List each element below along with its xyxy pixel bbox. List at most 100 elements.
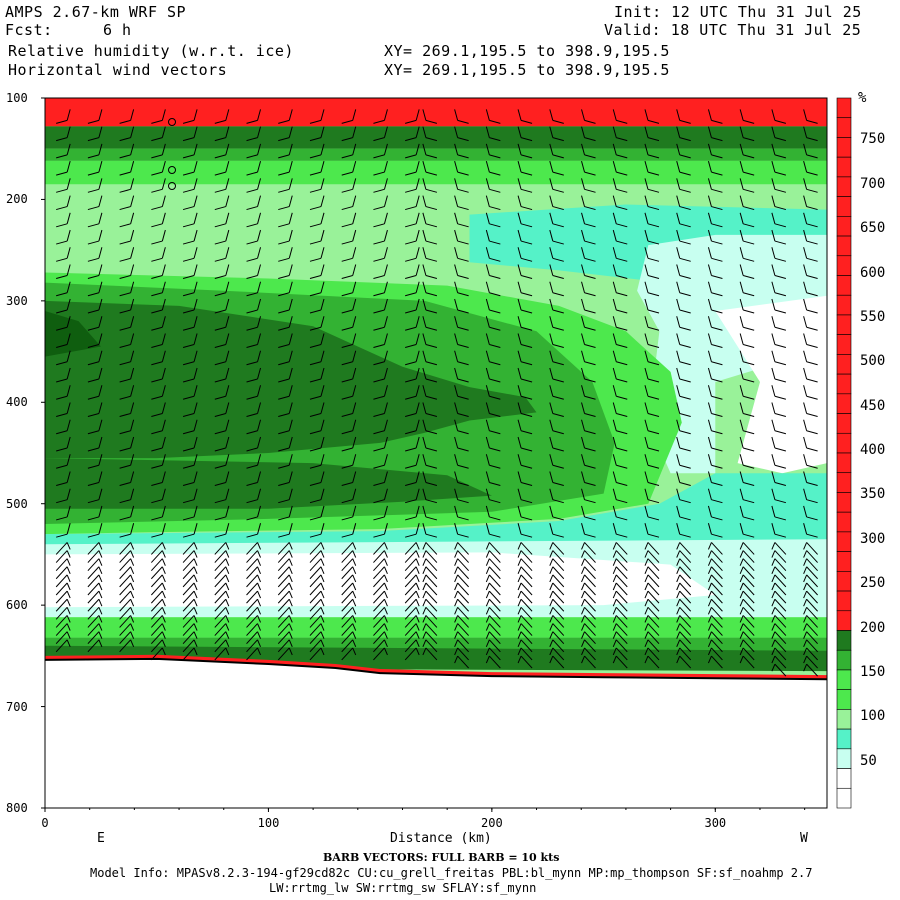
wind-barb — [581, 247, 596, 262]
wind-barb-feather — [803, 419, 808, 431]
wind-barb-shaft — [405, 413, 417, 417]
wind-barb-feather — [707, 350, 712, 362]
wind-barb — [151, 109, 166, 124]
wind-barb — [182, 505, 198, 521]
wind-barb-feather — [612, 574, 617, 583]
wind-barb-shaft — [182, 499, 195, 504]
wind-barb-feather — [415, 488, 420, 500]
wind-barb — [87, 607, 103, 620]
wind-barb-feather — [66, 160, 71, 173]
wind-barb-feather — [161, 229, 166, 242]
wind-barb-feather — [288, 316, 293, 328]
wind-barb — [309, 367, 325, 383]
wind-barb-shaft — [309, 344, 322, 348]
wind-barb-feather — [161, 109, 166, 121]
y-tick-label: 200 — [6, 192, 28, 207]
wind-barb-feather — [130, 350, 135, 362]
wind-barb — [739, 631, 755, 645]
wind-barb-shaft — [679, 395, 691, 400]
wind-barb-feather — [739, 333, 744, 345]
wind-barb-feather — [98, 264, 103, 276]
wind-barb-shaft — [425, 639, 438, 653]
wind-barb-feather — [422, 143, 427, 155]
wind-barb-feather — [193, 631, 198, 639]
wind-barb-feather — [803, 143, 808, 155]
wind-barb-shaft — [373, 223, 385, 228]
wind-barb-shaft — [647, 631, 660, 645]
wind-barb-shaft — [489, 344, 501, 348]
wind-barb-feather — [161, 523, 166, 535]
wind-barb — [612, 523, 628, 538]
wind-barb-feather — [225, 229, 230, 242]
wind-barb-feather — [771, 631, 776, 639]
wind-barb-shaft — [806, 119, 818, 124]
wind-barb — [119, 264, 135, 280]
wind-barb-shaft — [425, 542, 438, 555]
wind-barb — [404, 550, 420, 563]
wind-barb-feather — [549, 178, 554, 190]
wind-barb — [644, 542, 660, 555]
wind-barb — [612, 126, 628, 142]
wind-barb-shaft — [584, 275, 596, 280]
wind-barb — [278, 402, 293, 417]
wind-barb-shaft — [119, 188, 131, 193]
wind-barb — [676, 607, 692, 620]
wind-barb — [182, 436, 198, 452]
wind-barb — [485, 229, 501, 245]
wind-barb-feather — [549, 590, 554, 599]
wind-barb — [803, 316, 818, 331]
wind-barb — [119, 607, 135, 620]
wind-barb — [422, 550, 438, 563]
wind-barb — [341, 126, 357, 142]
wind-barb-feather — [193, 582, 198, 591]
wind-barb — [739, 195, 755, 211]
wind-barb-shaft — [520, 361, 533, 366]
wind-barb-shaft — [214, 154, 226, 159]
wind-barb-shaft — [774, 533, 787, 538]
wind-barb-feather — [352, 419, 357, 431]
wind-barb-shaft — [404, 550, 417, 563]
wind-barb — [422, 590, 438, 604]
wind-barb — [644, 574, 660, 588]
wind-barb-shaft — [246, 430, 258, 435]
wind-barb-shaft — [806, 240, 818, 245]
wind-barb-feather — [130, 419, 135, 431]
wind-barb — [485, 143, 501, 159]
wind-barb — [612, 647, 628, 661]
wind-barb — [644, 598, 660, 612]
wind-barb — [373, 523, 388, 538]
wind-barb-shaft — [309, 292, 322, 297]
wind-barb-feather — [644, 229, 649, 242]
wind-barb — [517, 523, 533, 538]
wind-barb — [87, 126, 103, 142]
wind-barb-feather — [415, 419, 420, 431]
wind-barb — [246, 229, 262, 245]
wind-barb-shaft — [711, 623, 723, 636]
wind-barb — [707, 566, 723, 580]
wind-barb-feather — [454, 471, 459, 483]
wind-barb-shaft — [552, 257, 564, 262]
wind-barb-feather — [383, 647, 388, 656]
wind-barb — [739, 367, 755, 383]
wind-barb-feather — [517, 402, 522, 414]
wind-barb-shaft — [278, 119, 290, 124]
wind-barb — [55, 582, 71, 596]
wind-barb-feather — [676, 523, 681, 535]
wind-barb-feather — [803, 488, 808, 500]
wind-barb-feather — [66, 109, 71, 121]
wind-barb-shaft — [151, 309, 163, 314]
wind-barb-feather — [320, 550, 325, 558]
wind-barb-feather — [454, 436, 459, 449]
wind-barb-shaft — [87, 533, 100, 538]
wind-barb — [454, 523, 469, 538]
wind-barb-feather — [130, 454, 135, 466]
wind-barb-feather — [161, 631, 166, 639]
wind-barb-feather — [771, 298, 776, 311]
wind-barb-shaft — [341, 582, 354, 596]
wind-barb — [454, 298, 469, 314]
wind-barb — [612, 623, 628, 636]
wind-barb-feather — [383, 471, 388, 483]
wind-barb-shaft — [615, 631, 628, 645]
model-info-2: LW:rrtmg_lw SW:rrtmg_sw SFLAY:sf_mynn — [269, 881, 537, 895]
wind-barb — [309, 333, 325, 348]
